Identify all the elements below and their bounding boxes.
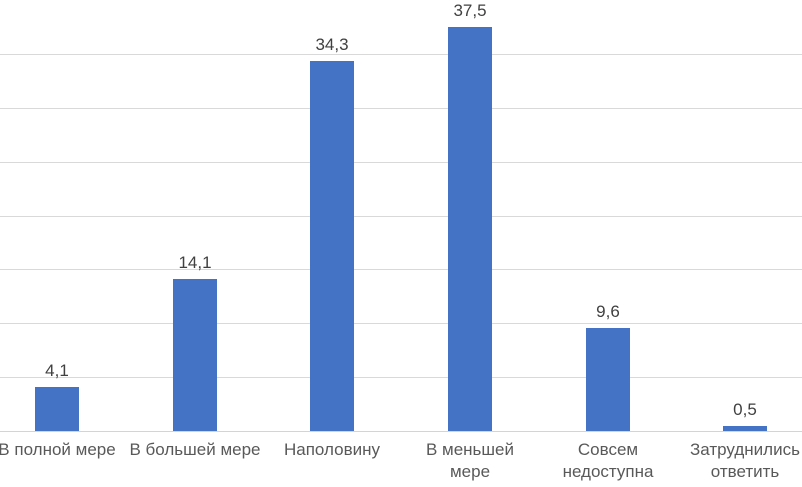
value-label-4: 9,6: [596, 302, 620, 321]
gridline-y-20: [0, 216, 802, 217]
value-label-2: 34,3: [315, 35, 349, 54]
gridline-y-30: [0, 108, 802, 109]
gridline-y-15: [0, 269, 802, 270]
category-label-0: В полной мере: [0, 440, 116, 459]
x-axis-line: [0, 431, 802, 432]
category-label-3: В меньшей мере: [425, 440, 515, 481]
bar-2: [310, 61, 354, 431]
gridline-y-35: [0, 54, 802, 55]
bar-5: [723, 426, 767, 431]
value-label-3: 37,5: [453, 1, 487, 20]
gridline-y-10: [0, 323, 802, 324]
gridline-y-25: [0, 162, 802, 163]
category-label-1: В большей мере: [129, 440, 261, 459]
value-label-1: 14,1: [178, 253, 212, 272]
category-label-5: Затруднились ответить: [690, 440, 800, 481]
bar-3: [448, 27, 492, 431]
value-label-5: 0,5: [733, 400, 757, 419]
category-label-2: Наполовину: [284, 440, 380, 459]
bar-4: [586, 328, 630, 431]
bar-1: [173, 279, 217, 431]
category-label-4: Совсем недоступна: [562, 440, 654, 481]
value-label-0: 4,1: [45, 361, 69, 380]
gridline-y-5: [0, 377, 802, 378]
bar-0: [35, 387, 79, 431]
